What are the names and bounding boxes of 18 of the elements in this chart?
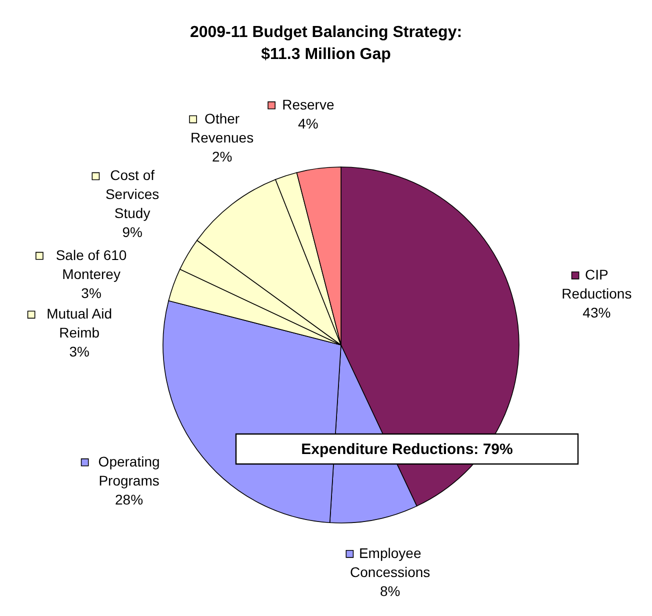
legend-label: Operating Programs (98, 453, 160, 488)
legend-label: Other Revenues (190, 110, 254, 146)
legend-label: Reserve (282, 96, 334, 112)
legend-label: CIP Reductions (562, 266, 632, 302)
data-label: 2% (212, 148, 232, 164)
chart-title: 2009-11 Budget Balancing Strategy: $11.3 Million Gap (190, 24, 462, 63)
text: Expenditure Reductions: 79% (301, 441, 513, 458)
data-label: 3% (81, 284, 102, 301)
data-label: 4% (298, 115, 318, 132)
data-label: 8% (380, 582, 400, 599)
legend-label: Sale of 610 Monterey (56, 246, 127, 282)
data-label: 43% (582, 304, 611, 320)
legend-label: Mutual Aid Reimb (46, 306, 112, 341)
data-label: 9% (122, 224, 142, 240)
data-label: 3% (69, 344, 90, 360)
legend-label: Employee Concessions (350, 544, 430, 580)
legend-label: Cost of Services Study (105, 167, 160, 222)
data-label: 28% (115, 491, 144, 508)
